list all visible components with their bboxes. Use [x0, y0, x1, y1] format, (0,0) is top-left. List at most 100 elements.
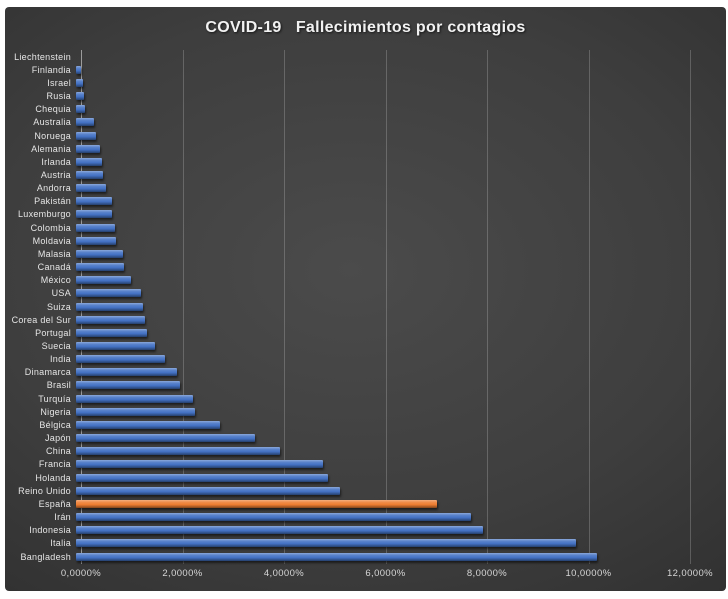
- bar-row: Andorra: [5, 182, 726, 195]
- bar-row: Liechtenstein: [5, 50, 726, 63]
- bar-track: [76, 274, 726, 287]
- bar: [76, 473, 328, 482]
- category-label: Suecia: [41, 341, 71, 352]
- bar: [76, 539, 577, 548]
- bar-track: [76, 497, 726, 510]
- bar: [76, 447, 280, 456]
- bar-row: Nigeria: [5, 405, 726, 418]
- category-label: Noruega: [34, 130, 71, 141]
- bar-row: Rusia: [5, 89, 726, 102]
- bar-row: Chequia: [5, 103, 726, 116]
- category-label: Moldavia: [32, 235, 71, 246]
- bar: [76, 381, 180, 390]
- category-label: Colombia: [30, 222, 71, 233]
- bar-row: Bangladesh: [5, 550, 726, 563]
- category-label: Francia: [38, 459, 71, 470]
- bar-row: Indonesia: [5, 524, 726, 537]
- bar: [76, 394, 193, 403]
- bar-row: Alemania: [5, 142, 726, 155]
- category-label: Austria: [40, 169, 71, 180]
- bar: [76, 355, 165, 364]
- x-tick-label: 4,0000%: [263, 568, 305, 579]
- bar: [76, 223, 115, 232]
- bar-track: [76, 182, 726, 195]
- x-tick-label: 0,0000%: [60, 568, 102, 579]
- bar: [76, 315, 145, 324]
- bar-track: [76, 142, 726, 155]
- category-label: Indonesia: [29, 525, 71, 536]
- bar: [76, 78, 83, 87]
- category-label: Andorra: [36, 183, 71, 194]
- category-label: Holanda: [35, 472, 71, 483]
- bar-track: [76, 300, 726, 313]
- bar-row: Francia: [5, 458, 726, 471]
- bar-track: [76, 116, 726, 129]
- category-label: Canadá: [37, 262, 71, 273]
- bar: [76, 552, 597, 561]
- bar-row: Reino Unido: [5, 484, 726, 497]
- bar-track: [76, 76, 726, 89]
- bar: [76, 420, 220, 429]
- category-label: China: [45, 446, 71, 457]
- category-label: Japón: [44, 433, 71, 444]
- bar-row: Luxemburgo: [5, 208, 726, 221]
- bar-track: [76, 195, 726, 208]
- category-label: Chequia: [35, 104, 71, 115]
- category-label: Alemania: [31, 143, 71, 154]
- x-tick-label: 10,0000%: [565, 568, 612, 579]
- bar-row: Holanda: [5, 471, 726, 484]
- bar-track: [76, 221, 726, 234]
- x-tick-label: 6,0000%: [365, 568, 406, 579]
- bar: [76, 197, 112, 206]
- category-label: Nigeria: [40, 406, 71, 417]
- category-label: Luxemburgo: [17, 209, 71, 220]
- category-label: Irlanda: [41, 156, 71, 167]
- chart-title: COVID-19 Fallecimientos por contagios: [205, 19, 526, 36]
- category-label: Portugal: [35, 327, 71, 338]
- bar-track: [76, 550, 726, 563]
- bar-track: [76, 379, 726, 392]
- bar-row: Pakistán: [5, 195, 726, 208]
- bar-row: Irlanda: [5, 155, 726, 168]
- bar: [76, 170, 103, 179]
- bar-track: [76, 313, 726, 326]
- category-label: Bélgica: [39, 419, 71, 430]
- bar-row: México: [5, 274, 726, 287]
- category-label: Turquía: [38, 393, 71, 404]
- bar-track: [76, 339, 726, 352]
- bar-track: [76, 63, 726, 76]
- bar-track: [76, 510, 726, 523]
- gridline: [182, 50, 184, 564]
- bar: [76, 210, 112, 219]
- category-label: Israel: [47, 77, 71, 88]
- bar-row: Brasil: [5, 379, 726, 392]
- bar-row: Japón: [5, 432, 726, 445]
- bar-track: [76, 247, 726, 260]
- bar: [76, 65, 81, 74]
- bar-row: Corea del Sur: [5, 313, 726, 326]
- category-label: Suiza: [46, 301, 71, 312]
- bar-row: Moldavia: [5, 234, 726, 247]
- bar: [76, 276, 131, 285]
- bar-track: [76, 484, 726, 497]
- bar: [76, 328, 147, 337]
- bar: [76, 144, 101, 153]
- category-label: Australia: [33, 117, 71, 128]
- bar: [76, 460, 324, 469]
- bar-track: [76, 208, 726, 221]
- category-label: México: [40, 275, 71, 286]
- bar: [76, 157, 103, 166]
- bar-row: India: [5, 353, 726, 366]
- category-label: España: [38, 498, 71, 509]
- gridline: [690, 50, 691, 564]
- bar-row: Noruega: [5, 129, 726, 142]
- bar: [76, 342, 155, 351]
- bar-track: [76, 524, 726, 537]
- bar-row: Malasia: [5, 247, 726, 260]
- bar-row: Bélgica: [5, 418, 726, 431]
- bar: [76, 486, 341, 495]
- bar-track: [76, 445, 726, 458]
- x-tick-label: 8,0000%: [466, 568, 508, 579]
- bar-rows: Liechtenstein Finlandia Israel Rusia Chequia…: [5, 50, 726, 563]
- bar-track: [76, 50, 726, 63]
